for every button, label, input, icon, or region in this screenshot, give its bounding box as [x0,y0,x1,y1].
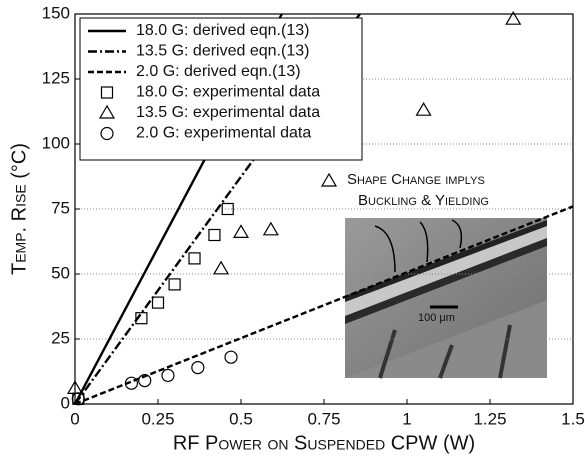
marker-circle [138,374,152,388]
marker-triangle [505,11,522,25]
x-tick-label: 0 [70,409,79,428]
x-tick-label: 0.5 [229,409,253,428]
marker-square [135,312,148,325]
legend-label: 2.0 G: derived eqn.(13) [136,63,301,80]
y-tick-label: 125 [42,68,70,87]
legend-label: 2.0 G: experimental data [136,125,311,142]
marker-triangle [232,224,250,238]
legend-box [79,17,363,161]
legend-label: 13.5 G: derived eqn.(13) [136,43,309,60]
marker-circle [161,368,175,382]
x-tick-label: 0.25 [141,409,174,428]
marker-triangle [98,104,116,119]
series-line [74,205,574,406]
y-tick-label: 150 [42,3,70,22]
y-tick-label: 100 [42,133,70,152]
legend-label: 18.0 G: derived eqn.(13) [136,22,309,39]
marker-square [151,296,165,309]
x-tick-label: 1 [402,409,411,428]
legend-label: 18.0 G: experimental data [136,84,320,101]
annotation-symbol [320,172,338,187]
x-tick-label: 1.25 [473,409,506,428]
marker-triangle [213,260,230,275]
legend-label: 13.5 G: experimental data [136,104,320,121]
marker-square [208,228,221,242]
y-axis-title: Temp. Rise (°C) [8,143,30,275]
plot-frame [74,13,574,405]
marker-triangle [415,102,432,116]
x-tick-label: 0.75 [307,409,340,428]
marker-circle [100,126,114,141]
x-tick-label: 1.5 [561,409,585,428]
marker-circle [71,392,85,406]
marker-square [100,86,114,99]
y-tick-label: 75 [51,198,70,217]
annotation: Shape Change implys [347,171,485,188]
marker-circle [191,361,205,375]
x-axis-title: RF Power on Suspended CPW (W) [173,432,475,454]
marker-square [221,202,234,216]
y-tick-label: 0 [61,393,70,412]
marker-triangle [262,221,279,236]
series-line [74,13,361,405]
scale-label: 100 μm [418,312,455,324]
y-tick-label: 25 [51,328,70,347]
marker-circle [124,376,139,390]
marker-square [168,278,181,291]
marker-circle [224,350,238,364]
marker-square [188,252,201,265]
inset-photo [345,218,547,379]
y-tick-label: 50 [51,263,70,282]
annotation: Buckling & Yielding [358,192,489,209]
